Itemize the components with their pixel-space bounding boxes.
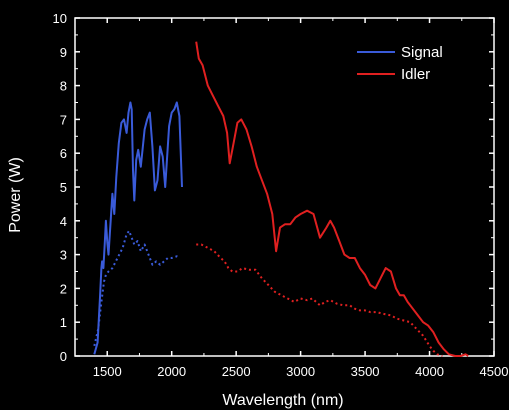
x-tick-label: 3500 <box>351 364 380 379</box>
x-tick-label: 3000 <box>286 364 315 379</box>
y-tick-label: 2 <box>60 281 67 296</box>
legend: Signal Idler <box>357 44 443 83</box>
y-tick-label: 8 <box>60 79 67 94</box>
x-tick-label: 4500 <box>480 364 509 379</box>
y-tick-label: 1 <box>60 315 67 330</box>
x-tick-label: 2500 <box>222 364 251 379</box>
y-tick-label: 5 <box>60 180 67 195</box>
y-tick-label: 0 <box>60 349 67 364</box>
series-line-idler-dotted <box>196 243 443 357</box>
y-tick-label: 7 <box>60 112 67 127</box>
y-axis-title: Power (W) <box>7 157 24 233</box>
series-line-signal <box>93 101 183 355</box>
legend-signal-label: Signal <box>401 44 443 61</box>
series-line-idler <box>195 41 469 357</box>
axes: 0 1 2 3 4 5 6 7 8 9 10 1500 2000 2500 3000 3500 4000 4500 <box>53 11 509 379</box>
y-tick-label: 10 <box>53 11 67 26</box>
y-tick-label: 3 <box>60 248 67 263</box>
x-tick-label: 2000 <box>157 364 186 379</box>
legend-idler-label: Idler <box>401 66 430 83</box>
x-tick-label: 1500 <box>93 364 122 379</box>
y-tick-label: 9 <box>60 45 67 60</box>
plot-series <box>93 41 469 357</box>
x-tick-label: 4000 <box>415 364 444 379</box>
y-tick-label: 4 <box>60 214 67 229</box>
y-tick-label: 6 <box>60 146 67 161</box>
x-axis-title: Wavelength (nm) <box>222 392 343 409</box>
